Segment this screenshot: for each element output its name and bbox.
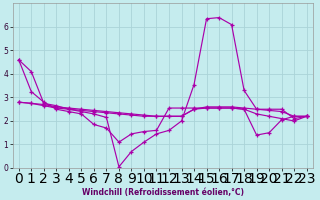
X-axis label: Windchill (Refroidissement éolien,°C): Windchill (Refroidissement éolien,°C)	[82, 188, 244, 197]
